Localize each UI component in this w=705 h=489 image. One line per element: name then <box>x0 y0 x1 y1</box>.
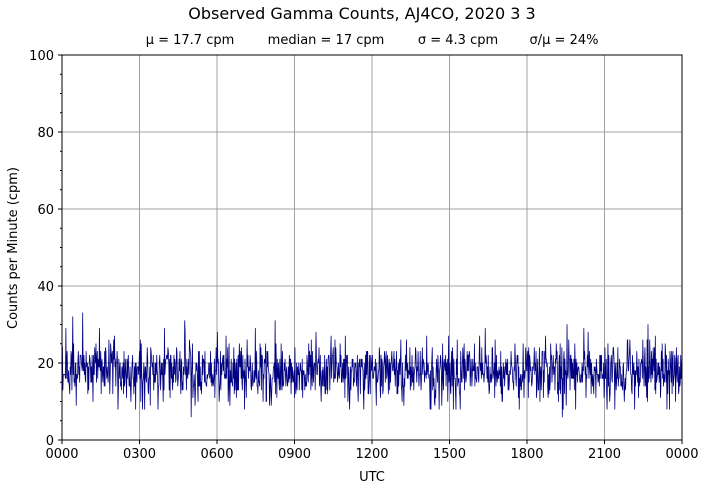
stat-mean: μ = 17.7 cpm <box>146 33 235 48</box>
ticks <box>58 54 683 444</box>
x-tick-label: 0600 <box>200 447 233 462</box>
series-layer <box>61 312 683 418</box>
y-tick-label: 80 <box>37 126 54 141</box>
x-tick-label: 1800 <box>510 447 543 462</box>
x-tick-labels: 0000 0300 0600 0900 1200 1500 1800 2100 0000 <box>45 447 698 462</box>
x-axis-label: UTC <box>359 470 385 485</box>
chart-title: Observed Gamma Counts, AJ4CO, 2020 3 3 <box>188 4 535 23</box>
grid <box>61 54 683 441</box>
y-tick-label: 60 <box>37 203 54 218</box>
y-tick-label: 20 <box>37 357 54 372</box>
y-tick-label: 0 <box>46 434 54 449</box>
stat-median: median = 17 cpm <box>268 33 385 48</box>
y-tick-label: 100 <box>29 49 54 64</box>
x-tick-label: 1200 <box>355 447 388 462</box>
x-tick-label: 1500 <box>433 447 466 462</box>
x-tick-label: 2100 <box>588 447 621 462</box>
y-tick-label: 40 <box>37 280 54 295</box>
x-tick-label: 0900 <box>278 447 311 462</box>
series-line <box>61 312 683 418</box>
stat-cv: σ/μ = 24% <box>530 33 599 48</box>
x-tick-label: 0000 <box>45 447 78 462</box>
stat-sigma: σ = 4.3 cpm <box>418 33 498 48</box>
y-axis-label: Counts per Minute (cpm) <box>6 167 21 329</box>
x-tick-label: 0300 <box>123 447 156 462</box>
y-tick-labels: 0 20 40 60 80 100 <box>29 49 54 449</box>
x-tick-label: 0000 <box>665 447 698 462</box>
